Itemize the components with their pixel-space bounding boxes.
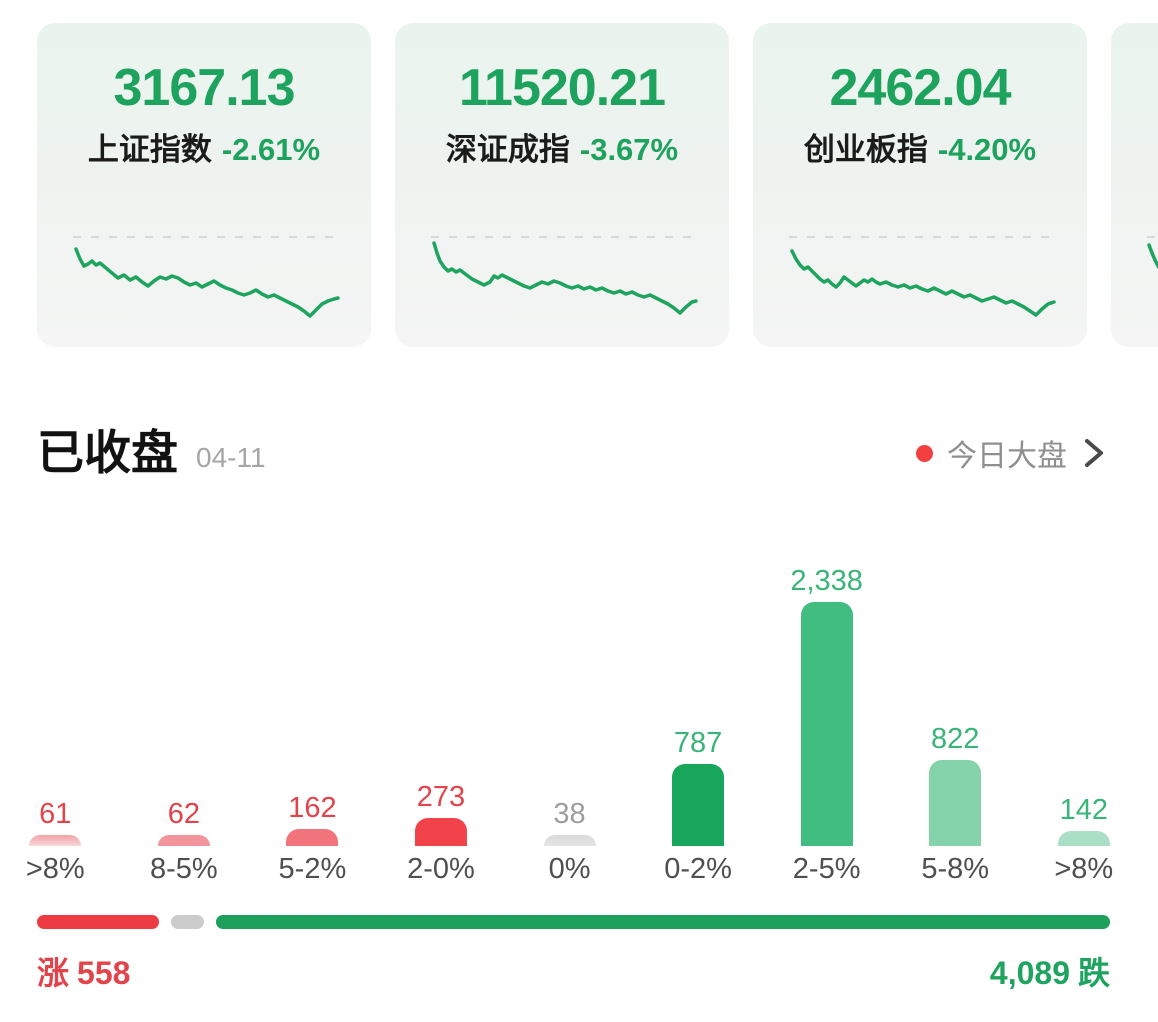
index-name: 创业板指	[803, 132, 928, 167]
bar-slot: 162	[248, 560, 377, 846]
advance-decline-progress-bar	[37, 915, 1110, 929]
index-sparkline	[431, 236, 699, 315]
distribution-bar[interactable]	[414, 818, 467, 846]
today-market-link[interactable]: 今日大盘	[916, 431, 1105, 475]
sparkline-path	[790, 249, 1056, 317]
section-header: 已收盘 04-11 今日大盘	[37, 424, 1105, 482]
index-value: 11520.21	[458, 59, 666, 117]
axis-label: 8-5%	[149, 853, 218, 885]
bar-value-label: 787	[673, 727, 723, 759]
bar-slot: 142	[1020, 560, 1149, 846]
index-change: -2.61%	[221, 132, 321, 167]
decliners-segment	[216, 915, 1110, 929]
index-change: -3.67%	[579, 132, 679, 167]
distribution-bar[interactable]	[286, 829, 339, 846]
index-sparkline	[1147, 236, 1158, 269]
distribution-bar[interactable]	[800, 602, 853, 846]
index-label-row: 深证成指 -3.67%	[395, 130, 729, 170]
distribution-bar[interactable]	[29, 835, 82, 846]
distribution-bar[interactable]	[929, 760, 982, 846]
axis-label: 2-0%	[407, 853, 475, 885]
bar-slot: 787	[634, 560, 763, 846]
bar-value-label: 162	[288, 792, 337, 824]
bar-slot: 62	[120, 560, 249, 846]
index-card[interactable]	[1111, 23, 1158, 347]
axis-label: >8%	[1054, 853, 1114, 885]
flat-segment	[171, 915, 204, 929]
sparkline-path	[1147, 243, 1158, 269]
index-name: 深证成指	[445, 132, 570, 167]
axis-label: 5-8%	[921, 853, 990, 885]
decliners-count: 4,089 跌	[989, 955, 1110, 991]
distribution-bar[interactable]	[157, 835, 210, 846]
axis-label: 0%	[548, 853, 591, 885]
index-card[interactable]: 3167.13 上证指数 -2.61%	[37, 23, 371, 347]
distribution-bar[interactable]	[1057, 831, 1110, 846]
index-cards: 3167.13 上证指数 -2.61% 11520.21 深证成指 -3.67% 2462.…	[37, 23, 1158, 347]
axis-label: 2-5%	[792, 853, 861, 885]
bar-value-label: 822	[931, 723, 980, 755]
index-value: 2462.04	[829, 59, 1012, 117]
advancers-label: 涨	[37, 955, 70, 991]
market-date: 04-11	[196, 442, 266, 473]
advance-decline-distribution-chart: 61 62 162 273 38 787 2,338 822 142	[0, 560, 1148, 846]
advancers-segment	[37, 915, 159, 929]
index-name: 上证指数	[87, 132, 212, 167]
index-card[interactable]: 2462.04 创业板指 -4.20%	[753, 23, 1087, 347]
bar-value-label: 142	[1059, 794, 1108, 826]
sparkline-path	[74, 247, 340, 318]
index-label-row: 创业板指 -4.20%	[753, 130, 1087, 170]
bar-slot: 822	[891, 560, 1020, 846]
bar-value-label: 38	[553, 798, 586, 830]
bar-value-label: 61	[39, 798, 72, 830]
today-market-label: 今日大盘	[947, 440, 1067, 473]
bar-slot: 38	[505, 560, 634, 846]
distribution-axis-labels: >8% 8-5% 5-2% 2-0% 0% 0-2% 2-5% 5-8% >8%	[0, 852, 1148, 886]
live-dot-icon	[916, 444, 933, 462]
index-change: -4.20%	[937, 132, 1037, 167]
distribution-bar[interactable]	[672, 764, 725, 846]
bar-value-label: 273	[416, 781, 466, 813]
index-label-row: 上证指数 -2.61%	[37, 130, 371, 170]
index-sparkline	[789, 236, 1057, 317]
bar-slot: 273	[377, 560, 506, 846]
advance-decline-summary: 涨 558 4,089 跌	[37, 954, 1110, 992]
bar-slot: 61	[0, 560, 120, 846]
index-card[interactable]: 11520.21 深证成指 -3.67%	[395, 23, 729, 347]
bar-slot: 2,338	[762, 560, 891, 846]
axis-label: 5-2%	[278, 853, 347, 885]
index-value: 3167.13	[113, 59, 296, 117]
index-sparkline	[73, 236, 341, 318]
advancers-count: 涨 558	[37, 955, 131, 991]
decliners-label: 跌	[1077, 955, 1110, 991]
market-status-title: 已收盘	[37, 426, 178, 479]
bar-value-label: 62	[167, 798, 200, 830]
distribution-bar[interactable]	[543, 835, 596, 846]
axis-label: >8%	[25, 853, 85, 885]
bar-value-label: 2,338	[790, 565, 863, 597]
axis-label: 0-2%	[664, 853, 732, 885]
sparkline-path	[432, 241, 698, 315]
chevron-right-icon	[1085, 439, 1103, 467]
